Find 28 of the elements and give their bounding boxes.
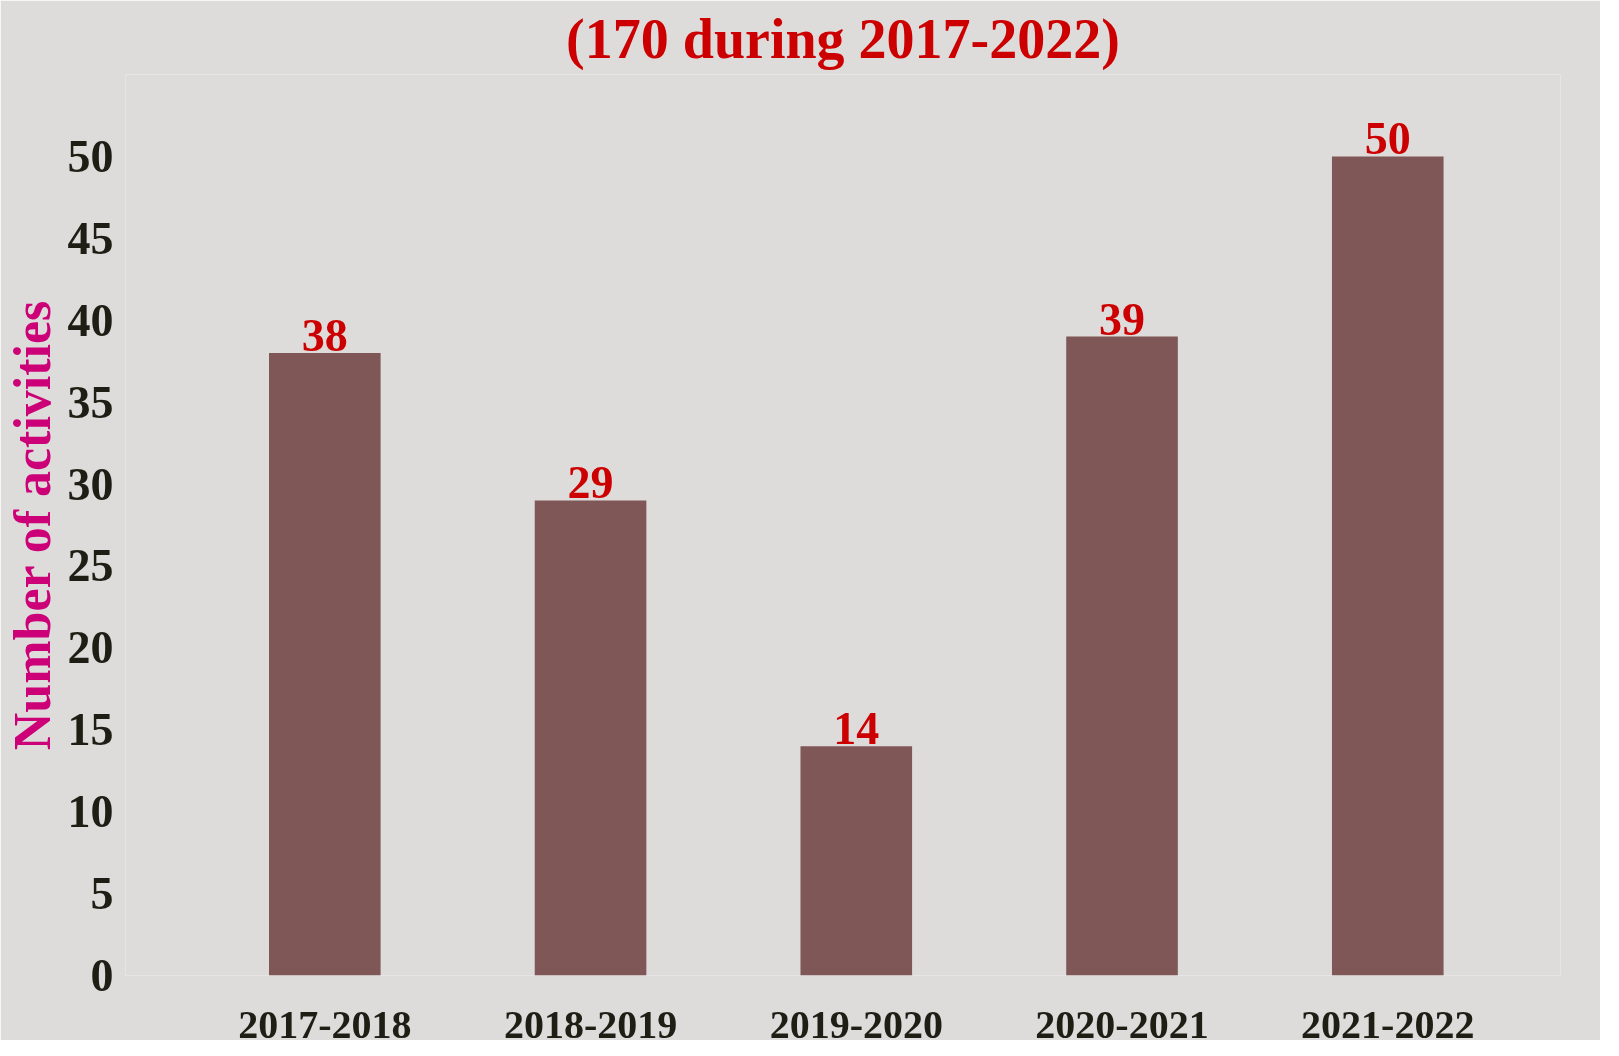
bar: [1331, 156, 1444, 976]
data-label: 38: [301, 309, 348, 361]
y-axis-title: Number of activities: [3, 300, 61, 751]
x-tick-label: 2017-2018: [238, 1001, 412, 1047]
y-tick-label: 35: [67, 376, 114, 428]
data-label: 39: [1099, 293, 1146, 345]
y-tick-label: 45: [67, 212, 114, 264]
data-label: 50: [1364, 113, 1411, 165]
data-label: 14: [833, 703, 880, 755]
data-label: 29: [567, 457, 614, 509]
chart-title: (170 during 2017-2022): [566, 7, 1120, 71]
x-tick-label: 2021-2022: [1301, 1001, 1475, 1047]
x-tick-label: 2019-2020: [769, 1001, 943, 1047]
x-tick-label: 2020-2021: [1035, 1001, 1209, 1047]
y-tick-label: 0: [90, 950, 114, 1001]
bar: [1066, 336, 1178, 976]
y-tick-label: 30: [67, 458, 114, 510]
bar: [534, 500, 647, 976]
y-tick-label: 25: [67, 540, 114, 592]
y-tick-label: 10: [67, 786, 114, 838]
bar: [269, 352, 381, 976]
bar: [800, 746, 913, 976]
x-tick-label: 2018-2019: [503, 1001, 678, 1047]
y-tick-label: 5: [90, 868, 114, 920]
y-tick-label: 40: [67, 294, 114, 346]
y-tick-label: 50: [67, 130, 114, 182]
y-tick-label: 15: [67, 704, 114, 756]
y-tick-label: 20: [67, 622, 114, 674]
